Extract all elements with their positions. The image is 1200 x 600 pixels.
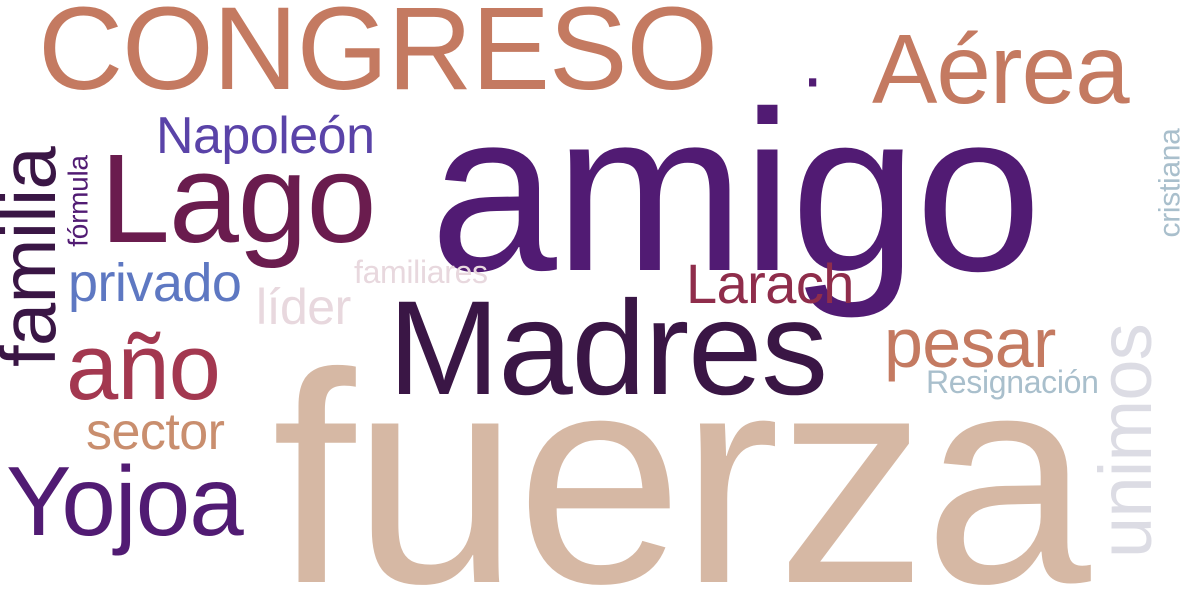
word-pesar: pesar bbox=[884, 304, 1056, 382]
word-madres: Madres bbox=[388, 274, 828, 423]
word-ano: año bbox=[66, 314, 221, 419]
word-aerea: Aérea bbox=[872, 14, 1130, 124]
word-sector: sector bbox=[86, 403, 225, 461]
word-unimos: unimos bbox=[1084, 323, 1168, 559]
word-dot: · bbox=[800, 35, 825, 120]
word-familiares: familiares bbox=[354, 254, 488, 290]
word-amigo: amigo bbox=[430, 65, 1042, 319]
word-fuerza: fuerza bbox=[272, 310, 1091, 600]
word-lago: Lago bbox=[100, 128, 377, 269]
word-lider: líder bbox=[256, 279, 351, 335]
word-familia: familia bbox=[0, 147, 72, 367]
word-congreso: CONGRESO bbox=[38, 0, 718, 115]
word-cristiana: cristiana bbox=[1153, 128, 1187, 238]
word-privado: privado bbox=[68, 253, 242, 313]
word-napoleon: Napoleón bbox=[156, 107, 375, 165]
word-yojoa: Yojoa bbox=[6, 446, 244, 556]
word-larach: Larach bbox=[686, 252, 854, 315]
word-formula: fórmula bbox=[62, 155, 94, 247]
word-resignacion: Resignación bbox=[926, 364, 1099, 400]
